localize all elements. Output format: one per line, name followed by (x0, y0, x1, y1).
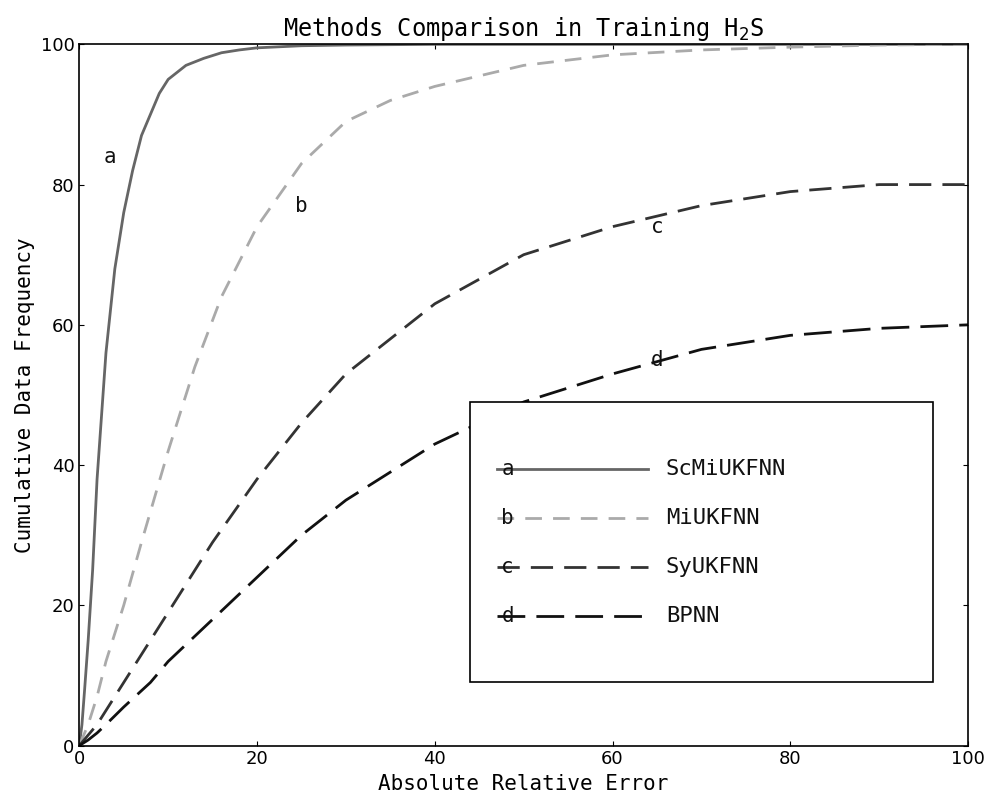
Text: a: a (104, 146, 117, 167)
Text: b: b (501, 508, 514, 527)
Y-axis label: Cumulative Data Frequency: Cumulative Data Frequency (15, 237, 35, 553)
Text: d: d (501, 606, 514, 626)
Text: c: c (651, 217, 663, 237)
Text: MiUKFNN: MiUKFNN (666, 508, 760, 527)
X-axis label: Absolute Relative Error: Absolute Relative Error (378, 774, 669, 794)
Text: ScMiUKFNN: ScMiUKFNN (666, 459, 786, 479)
Text: d: d (651, 350, 663, 370)
Text: c: c (501, 557, 514, 577)
Title: Methods Comparison in Training H$_2$S: Methods Comparison in Training H$_2$S (283, 15, 764, 43)
Text: a: a (501, 459, 514, 479)
Text: BPNN: BPNN (666, 606, 719, 626)
Text: b: b (295, 196, 308, 216)
Text: SyUKFNN: SyUKFNN (666, 557, 760, 577)
Bar (470, 402, 933, 683)
